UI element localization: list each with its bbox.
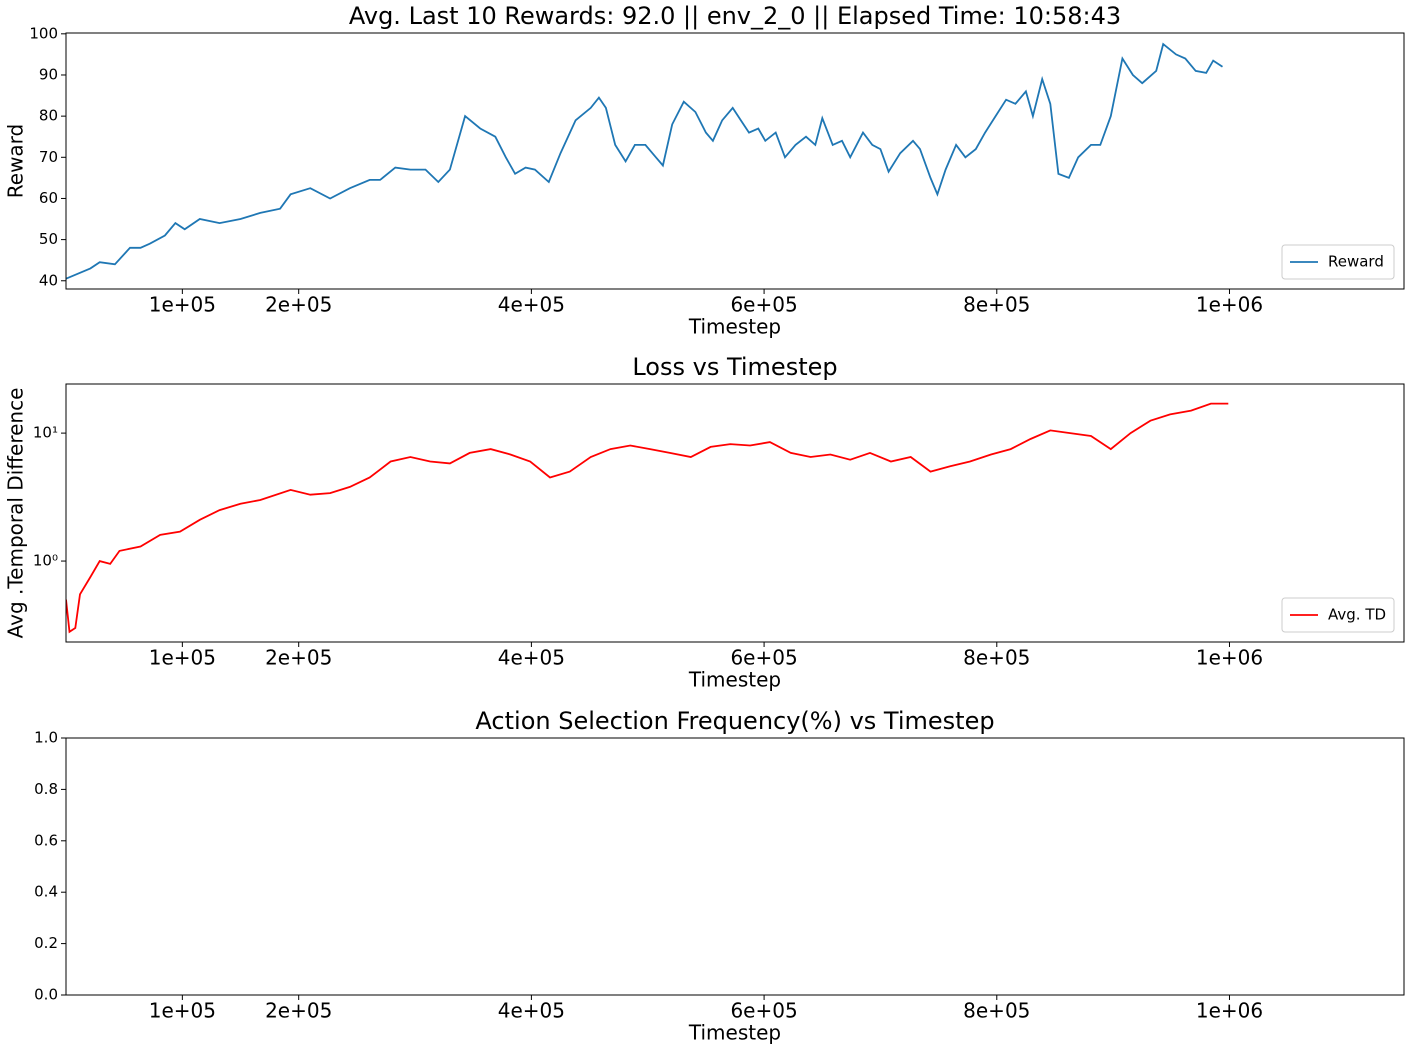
y-tick-label: 60 xyxy=(39,189,58,207)
x-tick-label: 2e+05 xyxy=(265,293,332,317)
legend-label: Reward xyxy=(1328,253,1384,271)
y-axis-label: Avg .Temporal Difference xyxy=(4,388,28,639)
y-tick-label: 0.2 xyxy=(34,934,58,952)
legend-box xyxy=(1281,244,1395,280)
y-axis-label: Reward xyxy=(4,124,28,198)
x-axis-label: Timestep xyxy=(688,315,781,339)
axes-frame xyxy=(65,32,1405,290)
subplot: Loss vs Timestep 1e+05 2e+05 4e+05 6e+05 8e+0… xyxy=(4,353,1405,692)
x-tick-label: 6e+05 xyxy=(730,646,797,670)
axes-frame xyxy=(65,383,1405,643)
x-tick-label: 1e+05 xyxy=(149,999,216,1023)
x-tick-label: 1e+05 xyxy=(149,293,216,317)
subplot: Action Selection Frequency(%) vs Timeste… xyxy=(34,707,1405,1045)
y-tick-label: 80 xyxy=(39,107,58,125)
axes-frame xyxy=(65,737,1405,996)
y-tick-label: 0.0 xyxy=(34,986,58,1004)
y-tick-label: 1.0 xyxy=(34,729,58,747)
series-line xyxy=(66,402,1229,634)
subplot-title: Action Selection Frequency(%) vs Timeste… xyxy=(475,707,994,735)
subplot-title: Loss vs Timestep xyxy=(632,353,837,381)
y-tick-label: 0.6 xyxy=(34,831,58,849)
legend: Reward xyxy=(1281,244,1395,280)
x-tick-label: 4e+05 xyxy=(498,293,565,317)
legend: Avg. TD xyxy=(1281,597,1395,633)
x-tick-label: 8e+05 xyxy=(963,646,1030,670)
x-tick-label: 2e+05 xyxy=(265,646,332,670)
y-tick-label: 40 xyxy=(39,271,58,289)
y-tick-label: 0.4 xyxy=(34,883,58,901)
x-tick-label: 6e+05 xyxy=(730,293,797,317)
subplot: Avg. Last 10 Rewards: 92.0 || env_2_0 ||… xyxy=(4,2,1405,339)
legend-box xyxy=(1281,597,1395,633)
y-tick-label: 10¹ xyxy=(33,424,58,442)
x-tick-label: 2e+05 xyxy=(265,999,332,1023)
y-tick-label: 10⁰ xyxy=(33,552,58,570)
y-tick-label: 0.8 xyxy=(34,780,58,798)
series-line xyxy=(66,42,1223,280)
x-tick-label: 1e+06 xyxy=(1196,293,1263,317)
x-tick-label: 8e+05 xyxy=(963,293,1030,317)
x-tick-label: 1e+06 xyxy=(1196,999,1263,1023)
x-tick-label: 4e+05 xyxy=(498,646,565,670)
x-axis-label: Timestep xyxy=(688,1021,781,1045)
y-tick-label: 50 xyxy=(39,230,58,248)
y-tick-label: 90 xyxy=(39,65,58,83)
y-tick-label: 70 xyxy=(39,148,58,166)
subplot-title: Avg. Last 10 Rewards: 92.0 || env_2_0 ||… xyxy=(349,2,1121,30)
x-tick-label: 1e+05 xyxy=(149,646,216,670)
x-axis-label: Timestep xyxy=(688,668,781,692)
x-tick-label: 6e+05 xyxy=(730,999,797,1023)
legend-label: Avg. TD xyxy=(1328,606,1386,624)
x-tick-label: 1e+06 xyxy=(1196,646,1263,670)
y-tick-label: 100 xyxy=(29,24,58,42)
x-tick-label: 8e+05 xyxy=(963,999,1030,1023)
x-tick-label: 4e+05 xyxy=(498,999,565,1023)
